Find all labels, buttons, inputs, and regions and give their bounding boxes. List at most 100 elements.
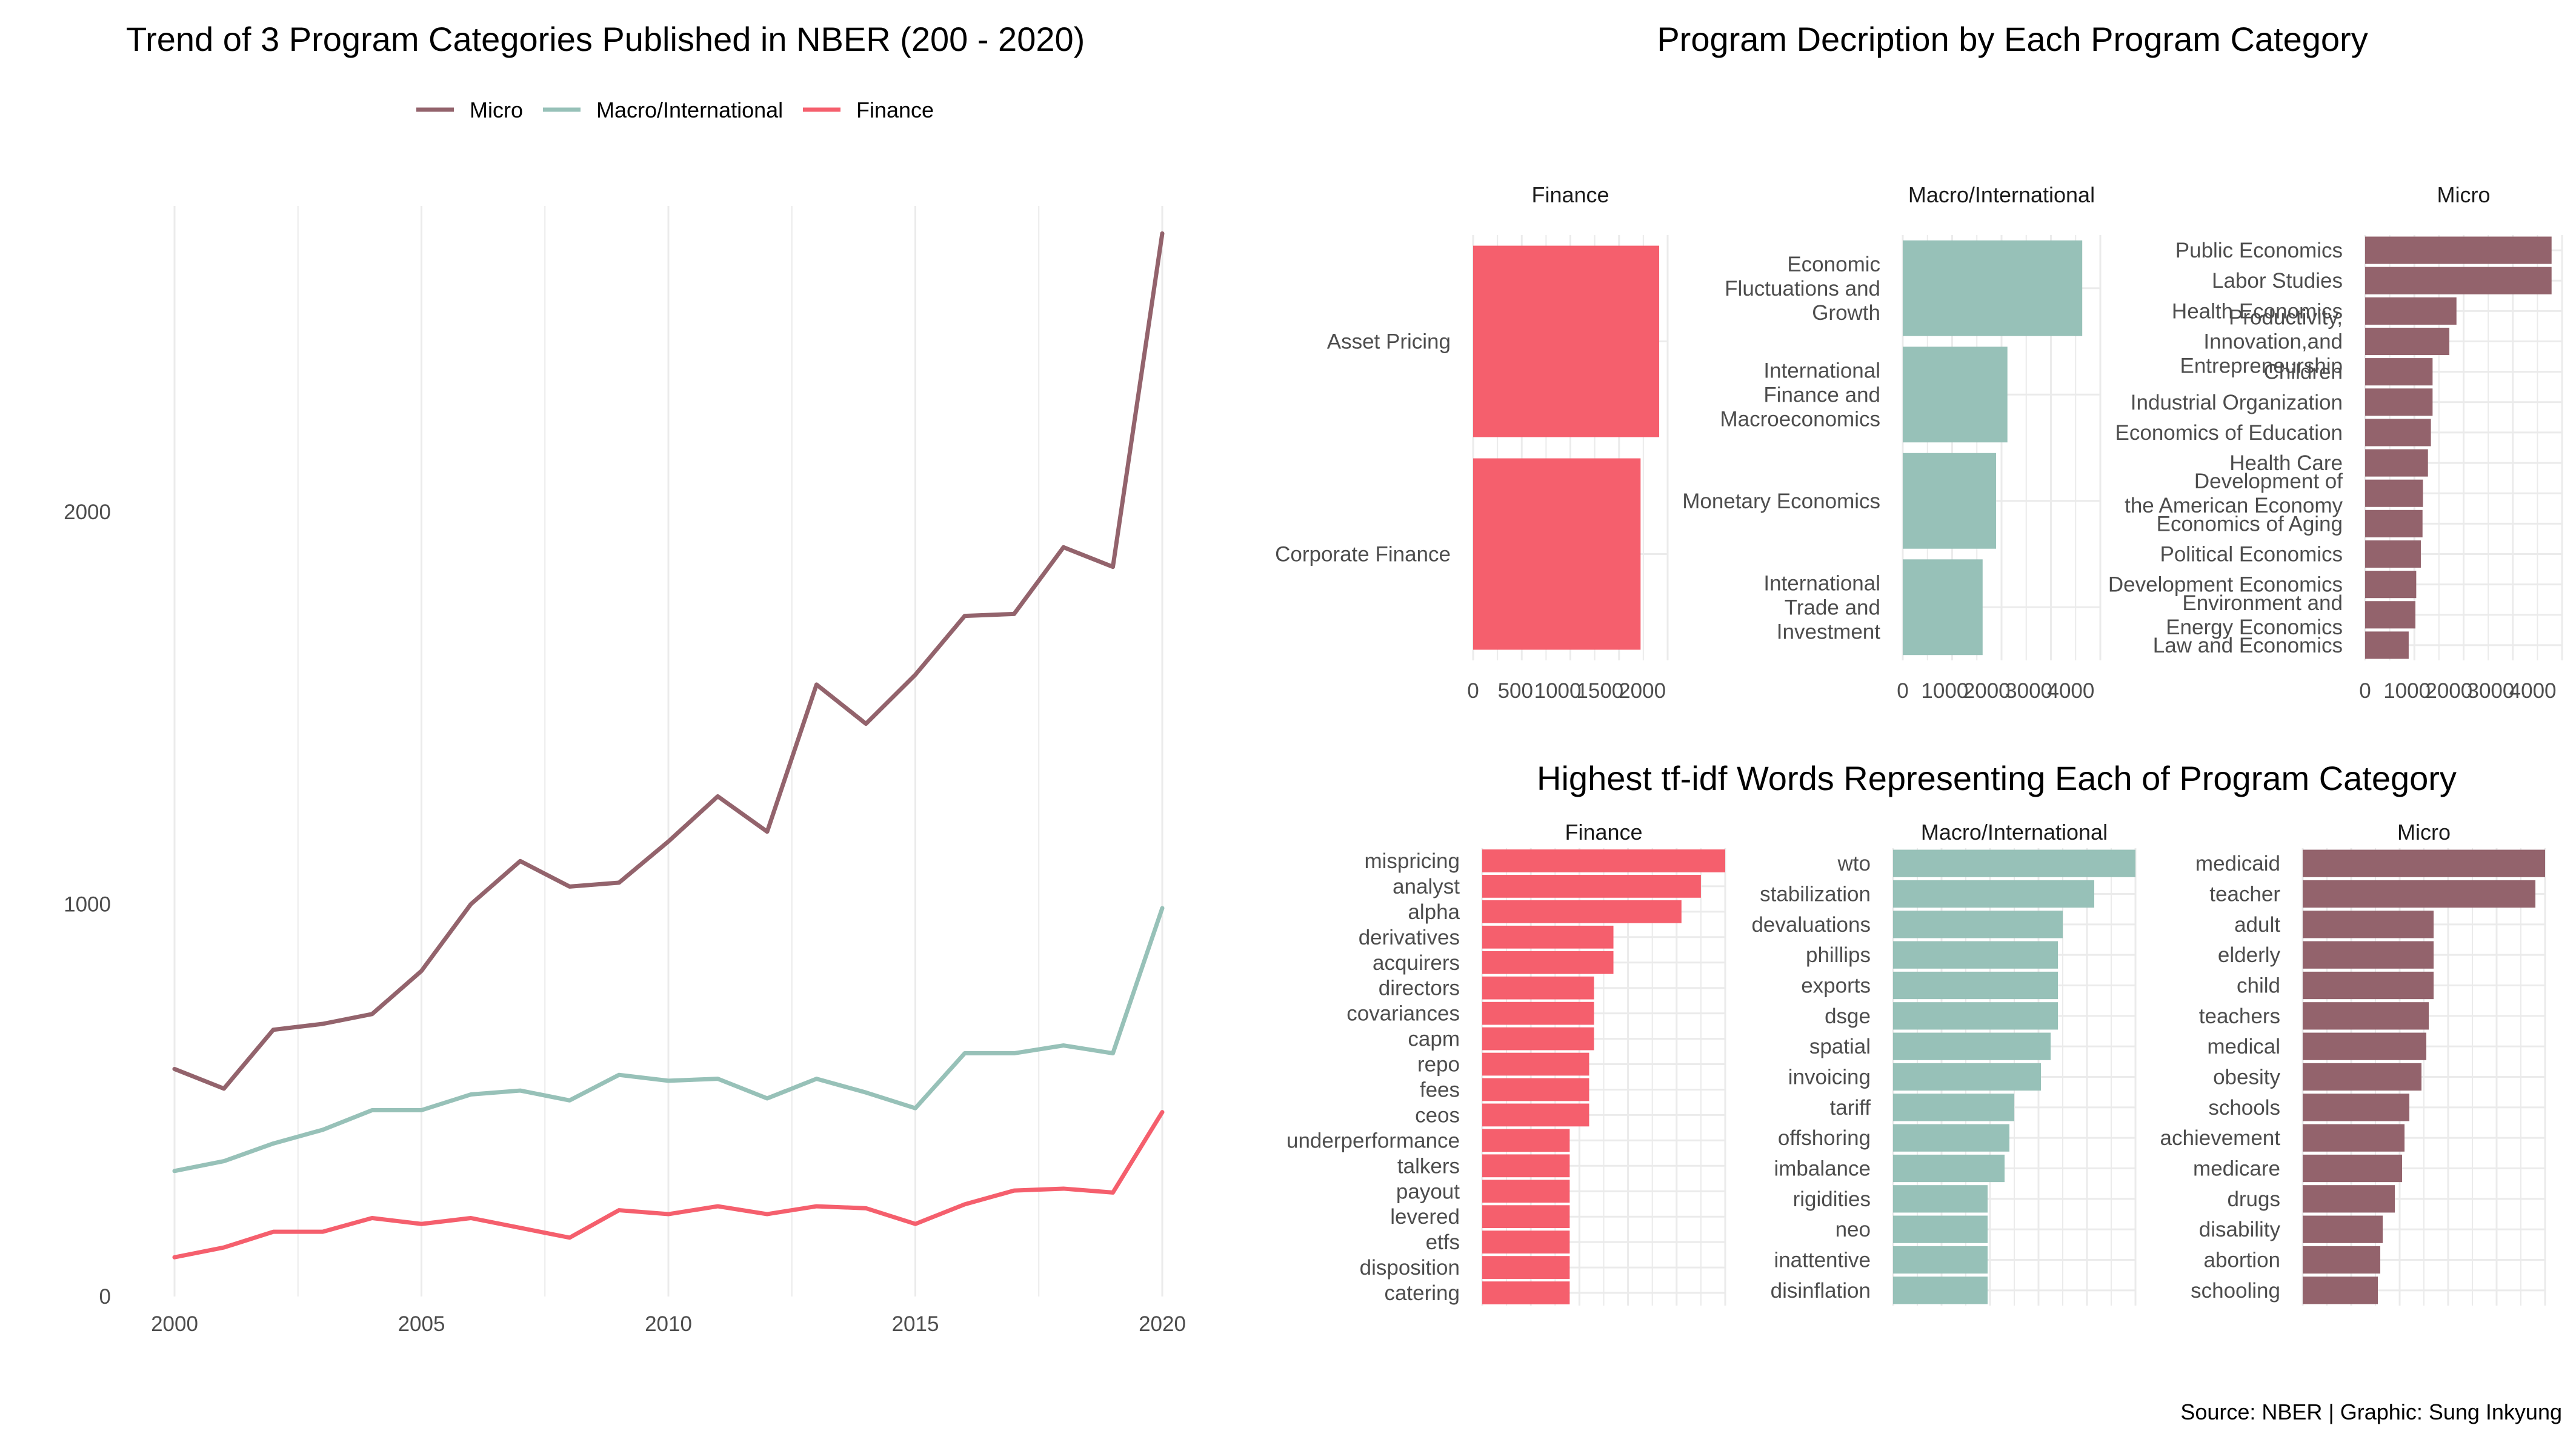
bar-micro-schools: [2303, 1094, 2409, 1121]
bar-x-tick-label: 0: [1467, 679, 1479, 703]
facet-strip-finance: Finance: [1565, 820, 1642, 845]
bar-micro-health-economics: [2365, 297, 2457, 325]
category-label: repo: [1417, 1053, 1460, 1077]
bar-micro-law-and-economics: [2365, 631, 2409, 659]
bar-x-tick-label: 1000: [1921, 679, 1968, 703]
trend-line-micro: [172, 231, 1165, 1091]
bar-micro-children: [2365, 358, 2433, 386]
category-label: International Trade and Investment: [1763, 571, 1880, 643]
bar-macro-international-wto: [1893, 849, 2135, 877]
legend-label-finance: Finance: [856, 98, 934, 122]
category-label: Monetary Economics: [1682, 490, 1880, 513]
trend-chart-title: Trend of 3 Program Categories Published …: [126, 20, 1085, 58]
source-caption: Source: NBER | Graphic: Sung Inkyung: [2180, 1399, 2562, 1424]
bar-finance-covariances: [1482, 1001, 1594, 1025]
category-label: Development of the American Economy: [2125, 470, 2343, 517]
facet-strip-micro: Micro: [2437, 182, 2491, 207]
bar-finance-underperformance: [1482, 1129, 1570, 1152]
bar-finance-talkers: [1482, 1154, 1570, 1178]
category-label: payout: [1396, 1180, 1460, 1203]
category-label: disposition: [1360, 1256, 1460, 1280]
bar-micro-child: [2303, 971, 2434, 1000]
bar-macro-international-offshoring: [1893, 1124, 2009, 1152]
bar-micro-labor-studies: [2365, 267, 2552, 294]
bar-finance-asset-pricing: [1473, 245, 1660, 437]
category-label: adult: [2234, 913, 2280, 937]
bar-finance-fees: [1482, 1078, 1589, 1101]
category-label: invoicing: [1788, 1066, 1871, 1089]
category-label: Law and Economics: [2153, 634, 2343, 657]
trend-line-finance: [172, 1110, 1165, 1260]
bar-x-tick-label: 1000: [1534, 679, 1582, 703]
bar-x-tick-label: 2000: [1963, 679, 2011, 703]
bar-macro-international-inattentive: [1893, 1246, 1988, 1274]
category-label: Political Economics: [2160, 543, 2343, 566]
category-label: medicaid: [2195, 852, 2280, 875]
facet-strip-finance: Finance: [1531, 182, 1609, 207]
bar-macro-international-imbalance: [1893, 1154, 2005, 1183]
category-label: levered: [1390, 1205, 1460, 1229]
facet-strip-macro-international: Macro/International: [1921, 820, 2108, 845]
bar-micro-medicare: [2303, 1154, 2402, 1183]
category-label: achievement: [2160, 1126, 2281, 1150]
bar-macro-international-exports: [1893, 971, 2058, 1000]
legend-label-micro: Micro: [470, 98, 523, 122]
trend-x-tick-label: 2000: [151, 1312, 198, 1336]
category-label: catering: [1384, 1281, 1460, 1305]
category-label: alpha: [1408, 900, 1460, 924]
bar-macro-international-economic-fluctuations-and-growth: [1903, 240, 2083, 336]
bar-micro-political-economics: [2365, 540, 2421, 568]
tfidf-bar-charts: Finance mispricinganalystalphaderivatives…: [1286, 820, 2546, 1306]
bar-micro-elderly: [2303, 941, 2434, 969]
category-label: neo: [1835, 1218, 1871, 1241]
bar-finance-ceos: [1482, 1103, 1589, 1127]
category-label: inattentive: [1774, 1249, 1871, 1272]
bar-x-tick-label: 3000: [2468, 679, 2515, 703]
bar-micro-medicaid: [2303, 849, 2545, 877]
bar-micro-economics-of-aging: [2365, 510, 2423, 537]
bar-micro-economics-of-education: [2365, 419, 2431, 447]
trend-line-macro-international: [172, 906, 1165, 1174]
bar-micro-teachers: [2303, 1002, 2429, 1030]
bar-macro-international-invoicing: [1893, 1063, 2041, 1091]
bar-finance-alpha: [1482, 900, 1682, 923]
bar-finance-corporate-finance: [1473, 458, 1641, 650]
bar-macro-international-disinflation: [1893, 1277, 1988, 1304]
bar-macro-international-neo: [1893, 1215, 1988, 1243]
category-label: exports: [1801, 974, 1871, 998]
bar-micro-development-of-the-american-economy: [2365, 479, 2423, 507]
category-label: child: [2237, 974, 2280, 998]
category-label: etfs: [1426, 1230, 1460, 1254]
trend-y-tick-label: 1000: [64, 893, 111, 917]
bar-x-tick-label: 500: [1498, 679, 1533, 703]
category-label: Public Economics: [2175, 239, 2343, 262]
trend-y-tick-label: 2000: [64, 500, 111, 524]
category-label: acquirers: [1373, 951, 1460, 975]
bar-micro-schooling: [2303, 1277, 2378, 1304]
category-label: fees: [1420, 1078, 1460, 1101]
category-label: Children: [2264, 360, 2343, 384]
bar-x-tick-label: 1000: [2383, 679, 2431, 703]
bar-macro-international-dsge: [1893, 1002, 2058, 1030]
trend-legend: Micro Macro/International Finance: [416, 98, 934, 122]
bar-finance-analyst: [1482, 875, 1701, 898]
category-label: teacher: [2209, 883, 2280, 906]
bar-micro-adult: [2303, 911, 2434, 938]
bar-micro-obesity: [2303, 1063, 2421, 1091]
bar-macro-international-tariff: [1893, 1094, 2014, 1121]
bar-x-tick-label: 0: [2359, 679, 2371, 703]
category-label: wto: [1837, 852, 1871, 875]
category-label: Environment and Energy Economics: [2166, 591, 2343, 639]
category-label: schools: [2208, 1096, 2280, 1120]
tfidf-chart-title: Highest tf-idf Words Representing Each o…: [1537, 759, 2457, 797]
category-label: elderly: [2218, 943, 2281, 967]
bar-finance-directors: [1482, 976, 1594, 1000]
category-label: mispricing: [1364, 849, 1460, 873]
category-label: abortion: [2204, 1249, 2280, 1272]
bar-macro-international-monetary-economics: [1903, 453, 1996, 549]
bar-finance-mispricing: [1482, 849, 1725, 872]
category-label: Asset Pricing: [1327, 330, 1451, 354]
bar-micro-teacher: [2303, 880, 2535, 908]
bar-finance-derivatives: [1482, 925, 1614, 949]
